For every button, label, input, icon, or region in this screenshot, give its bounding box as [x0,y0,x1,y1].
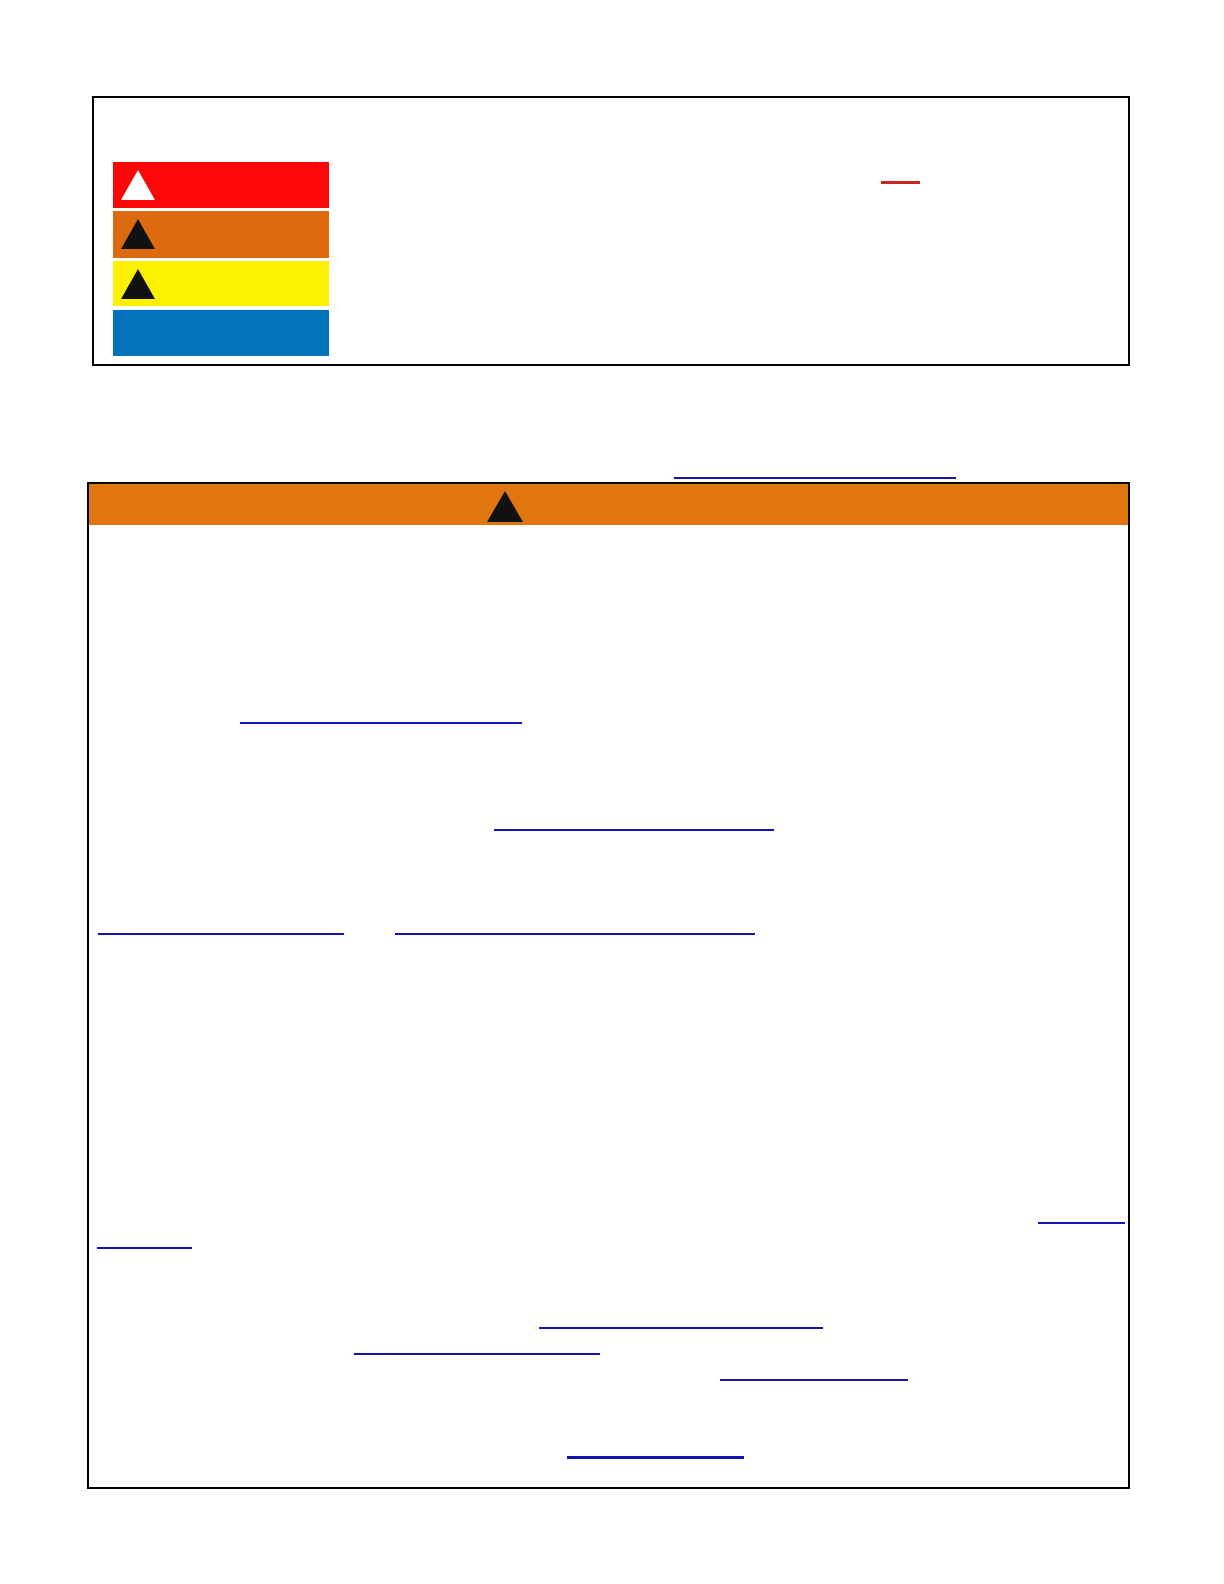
warning-header-bar [89,484,1128,525]
hyperlink-underline[interactable] [354,1353,600,1355]
alert-triangle-icon [121,170,155,200]
hyperlink-underline[interactable] [1038,1222,1125,1224]
hyperlink-underline[interactable] [539,1327,823,1329]
safety-labels-panel [92,96,1130,366]
hyperlink-underline[interactable] [567,1456,744,1459]
orange-label-bar [113,211,329,258]
hyperlink-underline[interactable] [720,1379,908,1381]
alert-triangle-icon [121,219,155,249]
red-text-underline [881,181,920,184]
blue-label-bar [113,310,329,356]
hyperlink-underline[interactable] [98,933,344,935]
hyperlink-underline[interactable] [395,933,755,935]
alert-triangle-icon [487,491,523,522]
warning-callout-box [87,482,1130,1489]
red-label-bar [113,162,329,208]
hyperlink-underline[interactable] [674,477,956,479]
alert-triangle-icon [121,269,155,299]
hyperlink-underline[interactable] [97,1247,192,1249]
hyperlink-underline[interactable] [240,722,522,724]
hyperlink-underline[interactable] [494,829,774,831]
yellow-label-bar [113,261,329,306]
